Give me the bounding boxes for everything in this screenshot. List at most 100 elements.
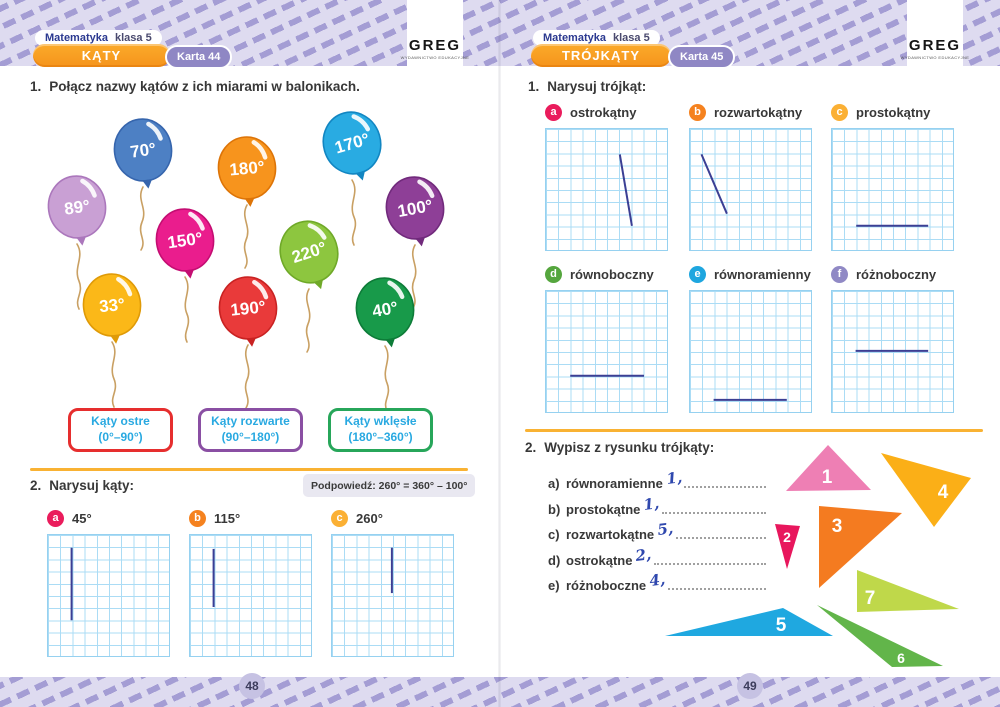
subject-tab-left: Matematyka klasa 5 bbox=[35, 30, 162, 46]
balloons-figure: 70° 170° 180° 89° 100° 150° 220° 33° 190° 40° bbox=[44, 105, 450, 412]
grid-label: b rozwartokątny bbox=[689, 103, 812, 121]
hint-box: Podpowiedź: 260° = 360° – 100° bbox=[303, 474, 476, 497]
drawing-grid-left-b[interactable] bbox=[189, 534, 312, 657]
triangle-number-label: 6 bbox=[897, 650, 905, 666]
balloon-highlight bbox=[116, 276, 133, 297]
balloon-70°[interactable]: 70° bbox=[110, 115, 176, 251]
greg-logo: GREG bbox=[408, 37, 462, 54]
drawing-grid-left-a[interactable] bbox=[47, 534, 170, 657]
greg-tagline: WYDAWNICTWO EDUKACYJNE bbox=[900, 55, 970, 60]
answer-dotted-line[interactable] bbox=[675, 537, 766, 540]
answer-dotted-line[interactable] bbox=[654, 562, 766, 565]
answer-dotted-line[interactable] bbox=[662, 511, 766, 514]
drawing-grid-right-a[interactable] bbox=[545, 128, 668, 251]
balloon-220°[interactable]: 220° bbox=[272, 214, 348, 353]
drawing-grid-left-c[interactable] bbox=[331, 534, 454, 657]
letter-badge-a: a bbox=[47, 509, 64, 527]
answer-key: c) bbox=[548, 527, 560, 543]
balloon-highlight bbox=[146, 121, 163, 141]
balloon-knot bbox=[385, 337, 396, 348]
letter-badge-f: f bbox=[831, 265, 848, 283]
triangle-4[interactable] bbox=[881, 453, 971, 527]
balloon-89°[interactable]: 89° bbox=[44, 172, 110, 310]
grid-label-text: 260° bbox=[356, 510, 383, 526]
answer-key: b) bbox=[548, 501, 561, 517]
answer-label: różnoboczne bbox=[566, 577, 647, 593]
balloon-highlight bbox=[307, 223, 327, 240]
left-task1-title: 1. Połącz nazwy kątów z ich miarami w bal… bbox=[30, 79, 360, 94]
grid-label: a ostrokątny bbox=[545, 103, 668, 121]
card-pill-left: Karta 44 bbox=[165, 45, 233, 69]
triangle-5[interactable] bbox=[665, 608, 833, 636]
right-section-divider bbox=[525, 429, 983, 432]
balloon-knot bbox=[110, 334, 121, 344]
balloon-knot bbox=[246, 337, 257, 347]
drawing-grid-right-f[interactable] bbox=[831, 290, 954, 413]
triangle-3[interactable] bbox=[819, 506, 902, 588]
balloon-190°[interactable]: 190° bbox=[216, 274, 280, 409]
triangle-number-label: 4 bbox=[938, 482, 949, 503]
letter-badge-e: e bbox=[689, 265, 706, 283]
triangle-1[interactable] bbox=[786, 445, 871, 491]
balloon-knot bbox=[142, 179, 153, 189]
balloon-string bbox=[243, 204, 249, 269]
balloon-40°[interactable]: 40° bbox=[352, 274, 420, 412]
grid-label: a 45° bbox=[47, 509, 170, 527]
category-box-acute[interactable]: Kąty ostre (0°–90°) bbox=[68, 408, 173, 452]
balloon-degree-label: 150° bbox=[166, 229, 204, 253]
drawn-segment bbox=[701, 154, 726, 213]
grid-block-right-a: a ostrokątny bbox=[545, 103, 668, 251]
category-range: (90°–180°) bbox=[221, 430, 280, 444]
triangle-7[interactable] bbox=[857, 570, 959, 612]
balloon-degree-label: 180° bbox=[229, 157, 266, 179]
subject-label: Matematyka bbox=[45, 32, 108, 44]
grid-label: d równoboczny bbox=[545, 265, 668, 283]
balloon-150°[interactable]: 150° bbox=[152, 205, 218, 343]
grid-label: e równoramienny bbox=[689, 265, 812, 283]
answer-dotted-line[interactable] bbox=[667, 587, 766, 590]
balloon-string bbox=[76, 243, 82, 310]
drawing-grid-right-d[interactable] bbox=[545, 290, 668, 413]
balloon-degree-label: 40° bbox=[371, 298, 400, 321]
topic-pill-right: TRÓJKĄTY bbox=[531, 44, 671, 67]
grid-label-text: prostokątny bbox=[856, 104, 931, 120]
answer-dotted-line[interactable] bbox=[684, 486, 766, 489]
balloon-string bbox=[139, 186, 145, 251]
balloon-180°[interactable]: 180° bbox=[216, 135, 279, 269]
balloon-string bbox=[411, 244, 417, 309]
answer-key: a) bbox=[548, 476, 560, 492]
topic-pill-left: KĄTY bbox=[33, 44, 170, 67]
greg-logo: GREG bbox=[908, 37, 962, 54]
balloon-33°[interactable]: 33° bbox=[80, 271, 144, 408]
grid-label-text: 115° bbox=[214, 510, 241, 526]
letter-badge-c: c bbox=[831, 103, 848, 121]
drawing-grid-right-c[interactable] bbox=[831, 128, 954, 251]
grid-label-text: równoramienny bbox=[714, 266, 811, 282]
drawing-grid-right-b[interactable] bbox=[689, 128, 812, 251]
category-box-reflex[interactable]: Kąty wklęsłe (180°–360°) bbox=[328, 408, 433, 452]
triangles-figure: 1 2 3 4 5 6 7 bbox=[665, 445, 971, 667]
balloon-knot bbox=[313, 278, 324, 290]
card-pill-right: Karta 45 bbox=[668, 45, 736, 69]
drawing-grid-right-e[interactable] bbox=[689, 290, 812, 413]
balloon-100°[interactable]: 100° bbox=[382, 173, 450, 309]
grid-label-text: ostrokątny bbox=[570, 104, 637, 120]
grid-block-right-b: b rozwartokątny bbox=[689, 103, 812, 251]
balloon-170°[interactable]: 170° bbox=[316, 105, 390, 246]
category-box-obtuse[interactable]: Kąty rozwarte (90°–180°) bbox=[198, 408, 303, 452]
page-number-right: 49 bbox=[737, 673, 763, 699]
balloon-string bbox=[305, 288, 311, 353]
answer-row-a: a) równoramienne 1, bbox=[548, 466, 766, 491]
grid-block-right-e: e równoramienny bbox=[689, 265, 812, 413]
answer-label: rozwartokątne bbox=[566, 527, 655, 543]
grid-label: c 260° bbox=[331, 509, 454, 527]
grid-label-text: 45° bbox=[72, 510, 92, 526]
letter-badge-a: a bbox=[545, 103, 562, 121]
triangle-2[interactable] bbox=[775, 524, 800, 569]
balloon-knot bbox=[415, 236, 426, 247]
right-task1-title: 1. Narysuj trójkąt: bbox=[528, 79, 647, 94]
grade-label: klasa 5 bbox=[612, 32, 650, 44]
triangle-6[interactable] bbox=[817, 605, 943, 667]
grid-block-right-f: f różnoboczny bbox=[831, 265, 954, 413]
category-range: (0°–90°) bbox=[98, 430, 143, 444]
